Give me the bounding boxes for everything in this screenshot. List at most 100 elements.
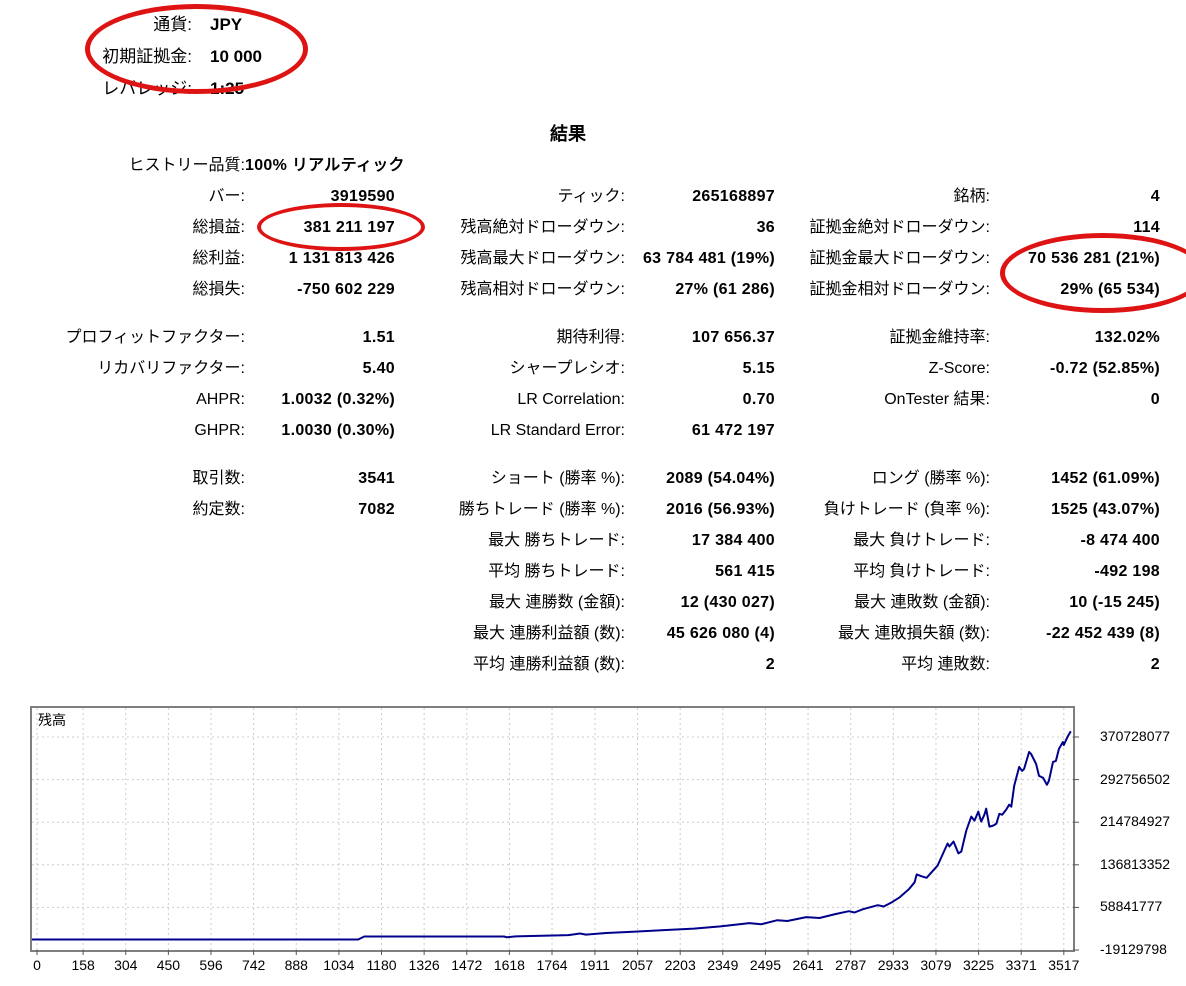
stat-label: 平均 勝ちトレード: xyxy=(488,563,625,580)
stat-label: 期待利得: xyxy=(556,329,625,346)
x-tick-label: 596 xyxy=(199,957,223,973)
stat-value: 2016 (56.93%) xyxy=(666,501,775,518)
stat-label: 最大 連敗損失額 (数): xyxy=(838,625,990,642)
spacer-row xyxy=(0,305,1160,322)
stat-label: OnTester 結果: xyxy=(884,391,990,408)
stat-label: 最大 連勝利益額 (数): xyxy=(473,625,625,642)
stat-value xyxy=(245,525,395,556)
x-tick-label: 1034 xyxy=(323,957,355,973)
stat-value: 63 784 481 (19%) xyxy=(642,250,775,267)
stat-label: 証拠金最大ドローダウン: xyxy=(809,250,990,267)
stat-value: 2 xyxy=(1150,656,1160,673)
stat-row: プロフィットファクター: 1.51 期待利得: 107 656.37 証拠金維持率: 13… xyxy=(0,322,1160,353)
stat-value: 107 656.37 xyxy=(691,329,775,346)
stat-label: 最大 負けトレード: xyxy=(853,532,990,549)
x-tick-label: 1618 xyxy=(493,957,525,973)
stat-label: シャープレシオ: xyxy=(509,360,626,377)
y-tick-label: -19129798 xyxy=(1100,941,1167,957)
stat-label: AHPR: xyxy=(196,391,245,408)
stat-label: 総損益: xyxy=(192,219,245,236)
stat-value: 2089 (54.04%) xyxy=(666,470,775,487)
stat-value xyxy=(245,587,395,618)
x-tick-label: 1326 xyxy=(408,957,440,973)
stat-row: 総損益: 381 211 197 残高絶対ドローダウン: 36 証拠金絶対ドローダウン:… xyxy=(0,212,1160,243)
y-tick-label: 136813352 xyxy=(1100,855,1171,872)
stat-label xyxy=(0,618,245,649)
stat-label xyxy=(0,649,245,680)
stat-label: 約定数: xyxy=(192,501,245,518)
x-tick-label: 158 xyxy=(71,957,95,973)
stat-label: LR Correlation: xyxy=(517,391,625,408)
stat-value: 3919590 xyxy=(330,188,395,205)
x-tick-label: 2641 xyxy=(792,957,824,973)
stat-value: 2 xyxy=(765,656,775,673)
stat-value: 10 (-15 245) xyxy=(1069,594,1160,611)
stat-label: Z-Score: xyxy=(928,360,990,377)
stat-label xyxy=(775,150,990,181)
balance-chart xyxy=(30,706,1079,955)
stat-value: -22 452 439 (8) xyxy=(1046,625,1160,642)
stat-label: 取引数: xyxy=(192,470,245,487)
stat-label: 負けトレード (負率 %): xyxy=(823,501,990,518)
stat-row: GHPR: 1.0030 (0.30%) LR Standard Error: 61 … xyxy=(0,415,1160,446)
stat-value: -8 474 400 xyxy=(1080,532,1160,549)
stat-value: 1 131 813 426 xyxy=(288,250,395,267)
stat-value: 27% (61 286) xyxy=(675,281,775,298)
stat-row: 平均 勝ちトレード: 561 415 平均 負けトレード: -492 198 xyxy=(0,556,1160,587)
stat-value: -0.72 (52.85%) xyxy=(1049,360,1160,377)
stat-value: 561 415 xyxy=(715,563,775,580)
stat-value xyxy=(245,556,395,587)
stat-value: 1525 (43.07%) xyxy=(1051,501,1160,518)
stat-label: 最大 勝ちトレード: xyxy=(488,532,625,549)
setting-label: レバレッジ: xyxy=(102,79,192,98)
setting-label: 初期証拠金: xyxy=(102,47,192,66)
stat-value: 29% (65 534) xyxy=(1060,281,1160,298)
stat-label xyxy=(0,587,245,618)
stat-value: 132.02% xyxy=(1094,329,1160,346)
stat-label: プロフィットファクター: xyxy=(65,329,246,346)
x-tick-label: 2933 xyxy=(877,957,909,973)
stat-label: GHPR: xyxy=(194,422,245,439)
stat-label: 平均 連敗数: xyxy=(901,656,990,673)
x-tick-label: 3517 xyxy=(1048,957,1080,973)
stat-value: 100% リアルティック xyxy=(245,157,405,174)
stat-row: 約定数: 7082 勝ちトレード (勝率 %): 2016 (56.93%) 負けトレー… xyxy=(0,494,1160,525)
stat-label: ヒストリー品質: xyxy=(128,157,245,174)
stat-label: 最大 連敗数 (金額): xyxy=(854,594,990,611)
stat-label: 残高相対ドローダウン: xyxy=(460,281,625,298)
stat-row: 総損失: -750 602 229 残高相対ドローダウン: 27% (61 286) 証… xyxy=(0,274,1160,305)
stat-label: 証拠金相対ドローダウン: xyxy=(809,281,990,298)
stat-value xyxy=(990,415,1160,446)
stat-label: ショート (勝率 %): xyxy=(490,470,625,487)
stat-label xyxy=(395,150,625,181)
stat-label: ティック: xyxy=(557,188,626,205)
stat-value: -492 198 xyxy=(1094,563,1160,580)
stat-row: AHPR: 1.0032 (0.32%) LR Correlation: 0.70 On… xyxy=(0,384,1160,415)
stat-label: 総損失: xyxy=(192,281,245,298)
stat-row: ヒストリー品質: 100% リアルティック xyxy=(0,150,1160,181)
x-tick-label: 1764 xyxy=(536,957,568,973)
stat-label xyxy=(0,525,245,556)
stat-value: 0.70 xyxy=(742,391,775,408)
setting-value: 1:25 xyxy=(210,79,245,98)
x-tick-label: 2787 xyxy=(835,957,867,973)
x-tick-label: 304 xyxy=(114,957,138,973)
stat-value: 3541 xyxy=(358,470,395,487)
setting-label: 通貨: xyxy=(153,15,192,34)
stat-value: 5.40 xyxy=(362,360,395,377)
stat-value: 1452 (61.09%) xyxy=(1051,470,1160,487)
stat-label: 平均 連勝利益額 (数): xyxy=(473,656,625,673)
balance-chart-canvas xyxy=(32,708,1079,955)
stat-row: 最大 連勝数 (金額): 12 (430 027) 最大 連敗数 (金額): 10 (… xyxy=(0,587,1160,618)
stat-row: 最大 連勝利益額 (数): 45 626 080 (4) 最大 連敗損失額 (数):… xyxy=(0,618,1160,649)
stat-label: リカバリファクター: xyxy=(97,360,245,377)
stat-value: 114 xyxy=(1133,219,1160,236)
stat-label: 平均 負けトレード: xyxy=(853,563,990,580)
stat-value: 12 (430 027) xyxy=(680,594,775,611)
stat-label xyxy=(0,556,245,587)
stat-value: 381 211 197 xyxy=(303,219,395,236)
stat-value: 265168897 xyxy=(692,188,775,205)
results-title: 結果 xyxy=(550,124,586,144)
x-tick-label: 1472 xyxy=(451,957,483,973)
